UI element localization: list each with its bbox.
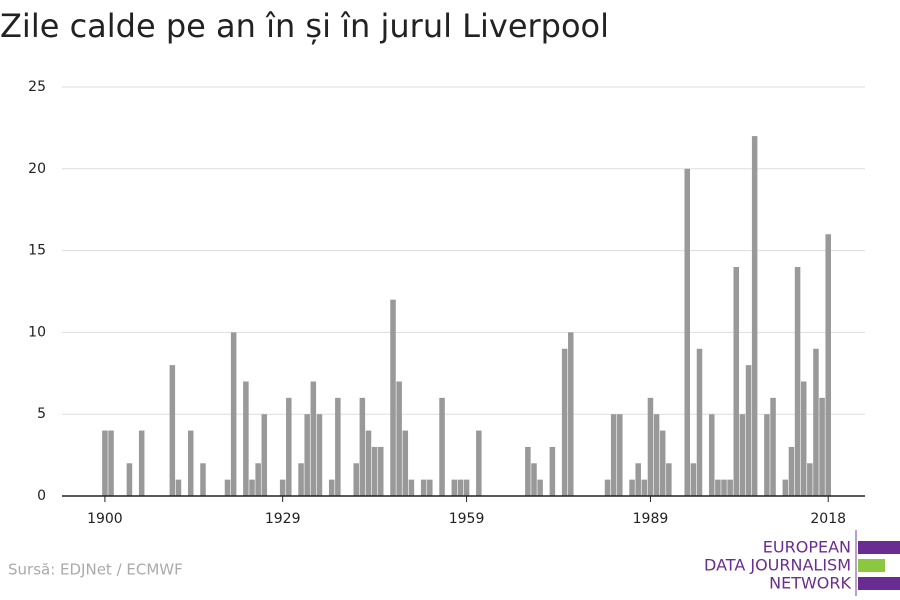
bar	[108, 430, 114, 496]
bar	[359, 397, 366, 496]
bar	[279, 479, 286, 496]
bar	[684, 168, 690, 497]
x-tick-label: 1989	[633, 511, 669, 527]
bar	[696, 348, 703, 496]
chart-title: Zile calde pe an în și în jurul Liverpoo…	[0, 7, 609, 45]
bar	[715, 479, 721, 496]
bar	[402, 430, 409, 496]
bar	[733, 266, 740, 496]
bar	[396, 381, 402, 496]
bar	[561, 348, 568, 496]
bar	[476, 430, 482, 496]
bar	[813, 348, 819, 496]
bar	[175, 479, 182, 496]
bar	[537, 479, 543, 496]
source: Sursă: EDJNet / ECMWF	[8, 561, 183, 579]
bar	[371, 446, 378, 496]
bar	[568, 332, 574, 496]
bar	[629, 479, 635, 496]
bar	[525, 446, 531, 496]
bar	[126, 463, 133, 496]
y-tick-label: 15	[28, 243, 46, 259]
bar	[243, 381, 249, 496]
bar	[549, 446, 556, 496]
bar	[298, 463, 304, 496]
bar	[666, 463, 672, 496]
y-tick-label: 5	[37, 406, 46, 422]
bar	[745, 365, 752, 496]
bar	[690, 463, 697, 496]
bar	[653, 414, 660, 496]
bar	[647, 397, 654, 496]
bar	[807, 463, 813, 496]
y-tick-label: 10	[28, 324, 46, 340]
bar	[764, 414, 770, 496]
y-tick-label: 20	[28, 161, 46, 177]
x-tick-label: 1929	[265, 511, 301, 527]
logo: EUROPEAN DATA JOURNALISM NETWORK	[704, 530, 900, 596]
bar	[610, 414, 617, 496]
bar	[604, 479, 611, 496]
bar	[800, 381, 807, 496]
bar	[420, 479, 427, 496]
bar	[641, 479, 648, 496]
bar	[531, 463, 537, 496]
bar	[224, 479, 231, 496]
bar	[721, 479, 727, 496]
bar	[230, 332, 237, 496]
bar	[819, 397, 825, 496]
bar	[439, 397, 445, 496]
bar	[751, 136, 758, 496]
bar	[794, 266, 801, 496]
bar	[377, 446, 384, 496]
logo-bar	[858, 559, 885, 572]
logo-text: EUROPEAN	[763, 538, 851, 557]
bar	[727, 479, 733, 496]
bar	[261, 414, 268, 496]
bar	[408, 479, 415, 496]
bar	[427, 479, 433, 496]
bar	[335, 397, 341, 496]
bar	[200, 463, 206, 496]
bar	[782, 479, 789, 496]
bar	[617, 414, 623, 496]
bar	[451, 479, 458, 496]
bar	[310, 381, 317, 496]
bar	[249, 479, 255, 496]
bar	[304, 414, 310, 496]
bar	[390, 299, 396, 496]
bar	[825, 234, 831, 497]
y-tick-label: 25	[28, 79, 46, 95]
bar	[788, 446, 795, 496]
bar	[708, 414, 715, 496]
bar	[353, 463, 359, 496]
bar	[169, 365, 176, 496]
bar	[770, 397, 776, 496]
logo-bar	[858, 541, 900, 554]
logo-text: NETWORK	[769, 574, 851, 593]
logo-text: DATA JOURNALISM	[704, 556, 851, 575]
bar	[457, 479, 464, 496]
x-tick-label: 2018	[810, 511, 846, 527]
bar	[102, 430, 108, 496]
x-tick-label: 1900	[87, 511, 123, 527]
bar	[138, 430, 145, 496]
bar	[463, 479, 470, 496]
bar	[187, 430, 194, 496]
bar	[635, 463, 641, 496]
bar	[365, 430, 372, 496]
bar	[286, 397, 292, 496]
x-tick-label: 1959	[449, 511, 485, 527]
logo-bar	[858, 577, 900, 590]
bar	[739, 414, 746, 496]
bar	[255, 463, 261, 496]
bar	[316, 414, 323, 496]
bar	[659, 430, 666, 496]
y-tick-label: 0	[37, 488, 46, 504]
bar	[328, 479, 335, 496]
